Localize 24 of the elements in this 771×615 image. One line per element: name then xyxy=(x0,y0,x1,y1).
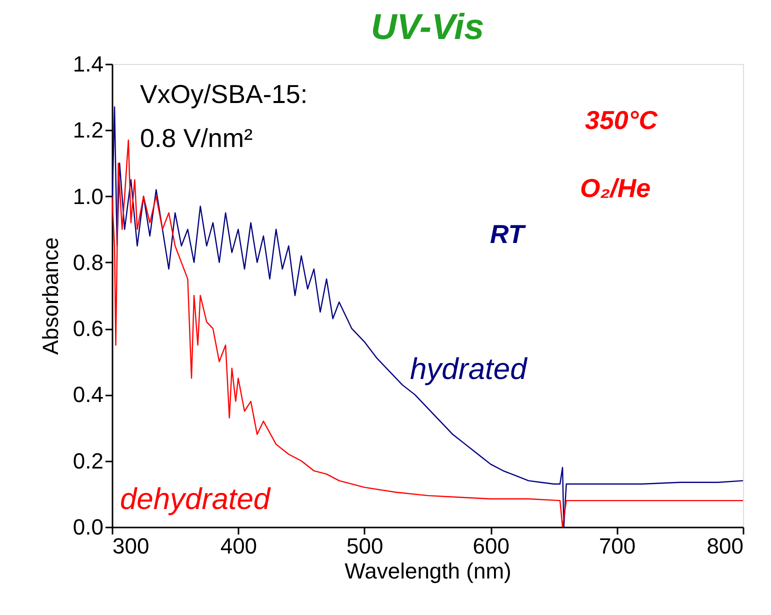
annotation: 0.8 V/nm² xyxy=(140,123,254,153)
x-tick-label: 600 xyxy=(472,534,510,558)
annotation: RT xyxy=(490,219,526,249)
annotation: O₂/He xyxy=(580,173,651,203)
y-axis-title: Absorbance xyxy=(38,237,63,355)
annotation: VxOy/SBA-15: xyxy=(140,79,308,109)
x-tick-label: 500 xyxy=(346,534,384,558)
y-tick-label: 1.4 xyxy=(72,52,104,76)
y-tick-label: 1.2 xyxy=(72,118,104,143)
y-tick-label: 0.0 xyxy=(72,514,104,540)
x-tick-label: 300 xyxy=(112,534,150,558)
chart-title: UV-Vis xyxy=(370,6,484,47)
x-axis-title: Wavelength (nm) xyxy=(344,558,512,584)
annotation: 350°C xyxy=(585,105,659,135)
series-label: dehydrated xyxy=(120,483,272,516)
series-label: hydrated xyxy=(410,353,528,386)
y-tick-label: 0.4 xyxy=(72,382,104,408)
x-tick-label: 400 xyxy=(220,534,258,558)
y-tick-label: 0.6 xyxy=(72,316,104,342)
y-tick-label: 0.8 xyxy=(72,250,104,275)
x-tick-label: 800 xyxy=(706,534,744,558)
x-tick-label: 700 xyxy=(598,534,636,558)
y-tick-label: 1.0 xyxy=(72,184,104,209)
y-tick-label: 0.2 xyxy=(72,448,104,474)
